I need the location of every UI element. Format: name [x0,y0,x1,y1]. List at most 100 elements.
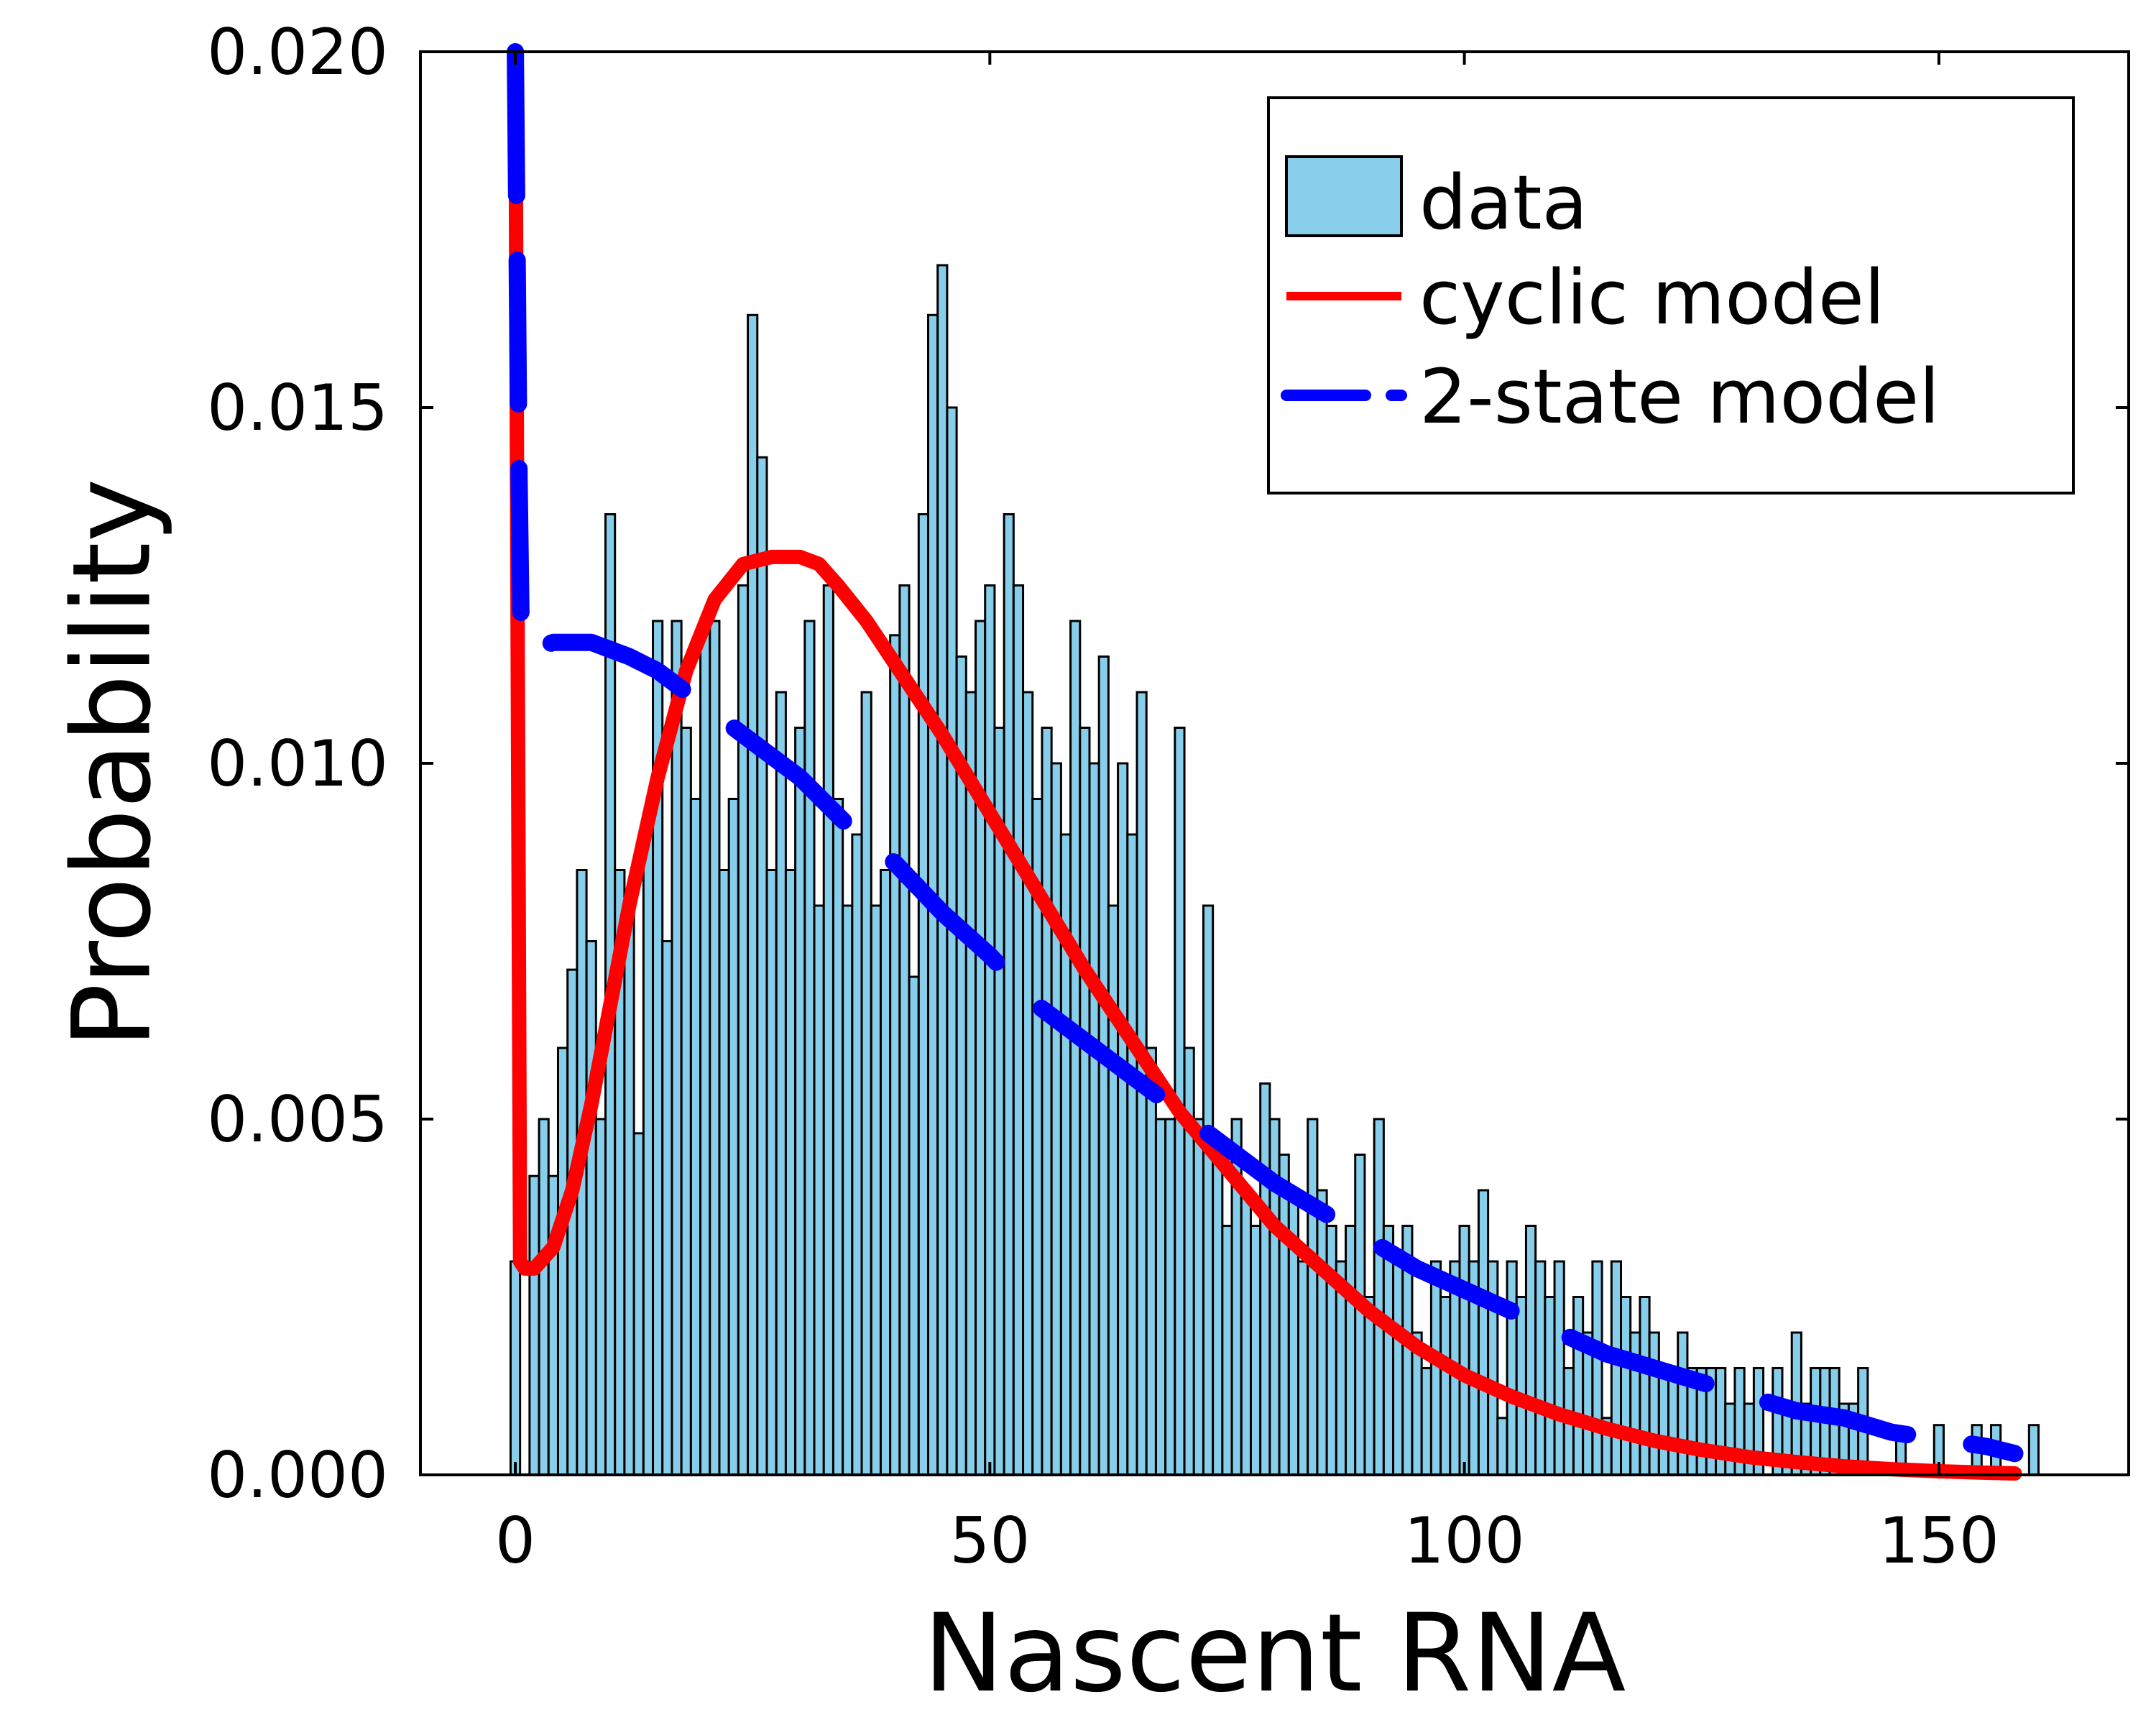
histogram-bar [1022,691,1034,1476]
histogram-bar [680,727,692,1476]
histogram-bar [1259,1082,1271,1476]
histogram-bar [1373,1118,1385,1476]
histogram-bar [1325,1225,1337,1476]
histogram-bar [1345,1225,1357,1476]
histogram-bar [1439,1296,1452,1476]
histogram-bar [1088,762,1100,1476]
histogram-bar [1164,1118,1176,1476]
y-tick-label: 0.015 [207,371,388,445]
histogram-bar [775,691,787,1476]
histogram-bar [794,727,806,1476]
histogram-bar [1524,1225,1537,1476]
histogram-bar [756,456,768,1476]
histogram-bar [1145,1046,1157,1476]
x-axis-ticks: 0 50 100 150 [495,52,1999,1578]
histogram-bar [1363,1296,1376,1476]
histogram-bar [813,904,825,1476]
histogram-bar [556,1046,569,1476]
histogram-bar [528,1174,540,1476]
histogram-bar [964,691,977,1476]
histogram-bar [1724,1402,1736,1476]
x-tick-label: 0 [495,1504,535,1578]
histogram-bar [1041,727,1053,1476]
histogram-bar [851,833,863,1476]
histogram-bar [689,798,702,1476]
histogram-bar [1154,1118,1167,1476]
histogram-bar [1012,584,1025,1476]
histogram-bar [509,1260,522,1476]
histogram-bar [661,940,673,1476]
histogram-bar [2027,1424,2040,1476]
histogram-bar [585,940,597,1476]
histogram-bar [1240,1189,1252,1476]
y-tick-label: 0.010 [207,727,388,801]
histogram-bar [1069,620,1082,1476]
histogram-bar [1107,904,1120,1476]
histogram-bar [1202,904,1215,1476]
histogram-bar [917,513,929,1476]
histogram-bar [1126,833,1138,1476]
histogram-bar [842,904,854,1476]
legend-label-cyclic: cyclic model [1419,254,1885,341]
histogram-bar [936,264,949,1476]
histogram-bar [1620,1296,1632,1476]
histogram-bar [1534,1260,1547,1476]
histogram-bar [1212,1154,1224,1476]
histogram-bar [803,620,816,1476]
histogram-bar [594,1118,607,1476]
histogram-bar [1192,1118,1204,1476]
histogram-bar [737,584,750,1476]
x-tick-label: 50 [949,1504,1030,1578]
y-tick-label: 0.005 [207,1082,388,1156]
cyclic-model-line [508,45,2022,1481]
histogram-bar [898,584,911,1476]
histogram-bar [1515,1296,1527,1476]
x-axis-title: Nascent RNA [923,1591,1626,1716]
histogram-bar [747,313,759,1476]
histogram-bar [1307,1118,1319,1476]
two-state-model-line [507,43,2024,1463]
histogram-bar [1221,1225,1233,1476]
legend-label-2state: 2-state model [1419,353,1940,441]
histogram-bar [1591,1260,1603,1476]
histogram-bar [1297,1260,1309,1476]
histogram-bar [870,904,882,1476]
histogram-bar [1392,1260,1404,1476]
legend: data cyclic model 2-state model [1267,96,2075,494]
histogram-bar [1506,1260,1518,1476]
histogram-bar [784,869,797,1476]
histogram-bar [623,904,635,1476]
histogram-bar [1572,1296,1585,1476]
legend-label-data: data [1419,159,1588,247]
histogram-bar [1420,1367,1432,1476]
y-tick-label: 0.020 [207,15,388,89]
histogram-bar [1553,1260,1565,1476]
histogram-bar [1117,762,1129,1476]
y-axis-title: Probability [50,479,175,1049]
histogram-bar [822,584,834,1476]
model-curves [507,43,2024,1481]
histogram-bar [671,620,683,1476]
histogram-bar [727,798,740,1476]
histogram-bar [699,620,711,1476]
histogram-bar [718,869,730,1476]
histogram-bar [1050,762,1062,1476]
histogram-bar [975,620,987,1476]
histogram-bar [1657,1367,1670,1476]
histogram-bar [1079,727,1091,1476]
histogram-bar [632,1132,645,1476]
histogram-bar [1278,1154,1290,1476]
histogram-bar [889,634,901,1476]
histogram-bar [879,869,892,1476]
x-tick-label: 100 [1404,1504,1525,1578]
histogram-bar [765,869,778,1476]
histogram-bar [1648,1331,1660,1476]
histogram-bar [538,1118,550,1476]
histogram-bar [831,798,844,1476]
histogram-bar [1544,1296,1556,1476]
histogram-bar [908,975,920,1476]
histogram-bar [1610,1260,1623,1476]
legend-swatch-data [1285,155,1403,237]
histogram-bar [984,584,996,1476]
